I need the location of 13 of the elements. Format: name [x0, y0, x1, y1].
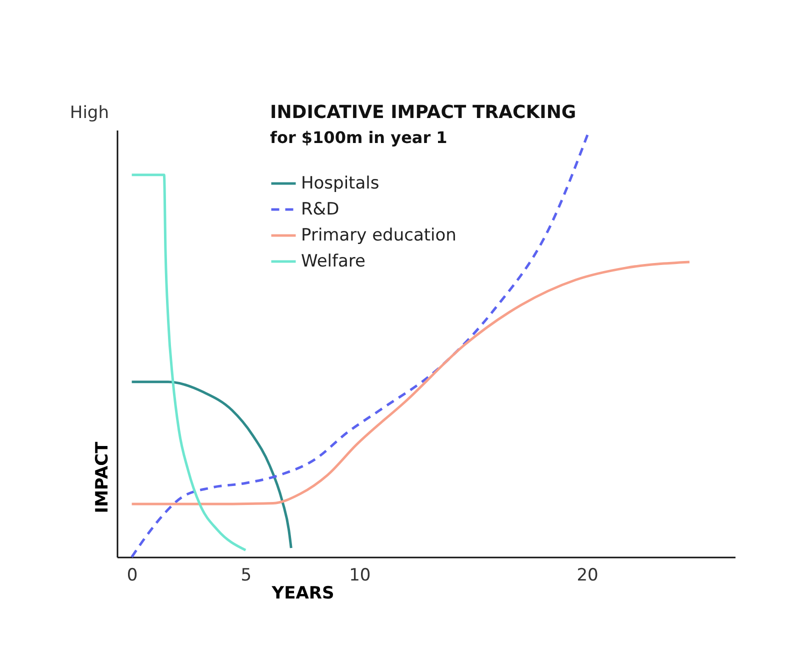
legend-label: Welfare [301, 252, 366, 272]
x-tick-label: 10 [349, 566, 371, 586]
chart-title: INDICATIVE IMPACT TRACKING [270, 102, 576, 123]
x-tick-label: 20 [576, 566, 598, 586]
text: High [70, 103, 109, 123]
x-tick-label: 0 [126, 566, 138, 586]
legend-label: Primary education [301, 226, 456, 246]
y-axis-title: IMPACT [92, 441, 112, 514]
legend-label: R&D [301, 200, 340, 220]
legend-label: Hospitals [301, 174, 380, 194]
x-tick-label: 5 [240, 566, 252, 586]
x-axis-title: YEARS [270, 584, 334, 604]
chart-subtitle: for $100m in year 1 [270, 128, 448, 147]
